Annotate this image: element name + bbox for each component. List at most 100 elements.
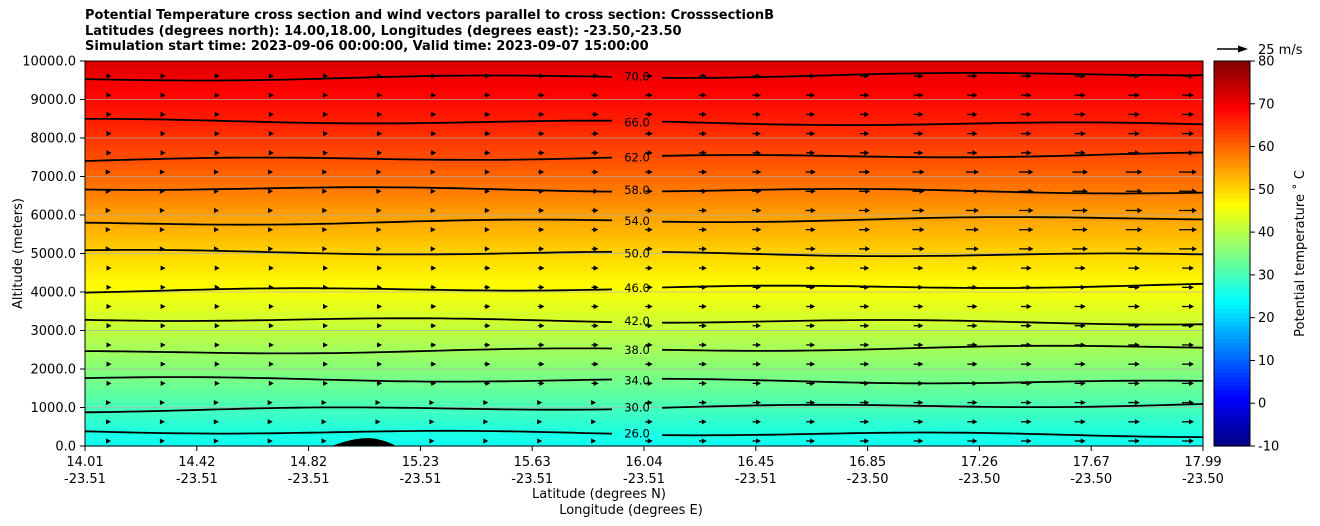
wind-vector: [537, 303, 545, 310]
wind-vector: [752, 399, 761, 406]
wind-vector: [645, 284, 653, 290]
colorbar-band: [1214, 334, 1250, 340]
colorbar-band: [1214, 125, 1250, 131]
wind-vector: [214, 380, 220, 386]
wind-vector: [376, 207, 382, 214]
wind-vector: [430, 323, 437, 329]
y-tick-label: 0.0: [55, 440, 76, 455]
y-tick-label: 1000.0: [31, 401, 77, 416]
x-tick-label-lat: 17.99: [1184, 455, 1221, 470]
field-band: [85, 234, 1203, 242]
wind-vector: [1020, 92, 1032, 98]
colorbar-band: [1214, 215, 1250, 220]
wind-vector: [376, 303, 383, 310]
y-tick-label: 10000.0: [22, 55, 76, 70]
colorbar-band: [1214, 433, 1250, 439]
wind-vector: [537, 361, 545, 367]
wind-vector: [483, 399, 489, 406]
wind-vector: [484, 131, 491, 137]
colorbar-band: [1214, 210, 1250, 216]
colorbar-band: [1214, 69, 1250, 75]
y-tick-label: 2000.0: [31, 363, 77, 378]
wind-vector: [323, 342, 328, 348]
wind-vector: [859, 188, 871, 194]
colorbar-band: [1214, 99, 1250, 105]
wind-vector: [1072, 246, 1088, 252]
colorbar-band: [1214, 292, 1250, 297]
wind-vector: [805, 246, 816, 252]
contour-line: [84, 376, 613, 383]
wind-vector: [591, 246, 599, 252]
wind-vector: [913, 438, 924, 444]
wind-vector: [268, 246, 274, 252]
wind-vector: [484, 92, 491, 98]
wind-vector: [159, 438, 165, 444]
wind-vector: [430, 246, 436, 252]
field-band: [85, 118, 1203, 126]
colorbar: -10 0 10 20 30 40 50 60 70 80 Potential temperatur…: [1213, 55, 1308, 455]
wind-vector: [913, 323, 924, 329]
wind-vector: [698, 399, 707, 406]
wind-vector: [752, 246, 762, 252]
wind-vector: [1074, 111, 1086, 118]
wind-vector: [213, 207, 219, 214]
contour-line: [84, 218, 613, 226]
wind-vector: [752, 131, 761, 137]
wind-vector: [538, 227, 545, 233]
wind-vector: [1179, 169, 1197, 175]
wind-vector: [591, 150, 599, 156]
x-tick-label-lat: 16.04: [625, 455, 662, 470]
wind-vector: [429, 438, 435, 444]
field-band: [85, 93, 1203, 101]
wind-vector: [591, 131, 599, 137]
wind-vector: [859, 207, 871, 214]
wind-vector: [913, 399, 924, 406]
wind-vector: [268, 303, 274, 310]
x-tick-label-lon: -23.51: [64, 472, 106, 487]
wind-vector: [806, 111, 816, 118]
wind-vector: [430, 188, 436, 194]
wind-vector: [537, 92, 545, 98]
wind-vector: [159, 227, 165, 233]
wind-vector: [159, 207, 165, 214]
wind-vector: [912, 207, 925, 214]
wind-vector: [106, 92, 112, 98]
wind-vector: [429, 399, 435, 406]
wind-vector: [859, 169, 871, 175]
field-band: [85, 336, 1203, 344]
wind-vector: [805, 169, 816, 175]
wind-vector: [430, 169, 436, 175]
wind-vector: [213, 399, 219, 406]
wind-vector: [645, 438, 653, 444]
contour-line: [661, 216, 1204, 223]
wind-vector: [645, 188, 653, 194]
wind-vector: [1019, 207, 1034, 214]
wind-vector: [967, 323, 978, 329]
wind-vector: [591, 303, 599, 310]
contour-line: [85, 118, 612, 125]
colorbar-band: [1214, 270, 1250, 276]
wind-vector: [376, 342, 383, 348]
x-tick-label-lat: 17.26: [961, 455, 998, 470]
wind-vector: [214, 111, 220, 118]
colorbar-band: [1214, 283, 1250, 289]
wind-vector: [106, 111, 112, 118]
colorbar-band: [1214, 142, 1250, 148]
wind-vector: [160, 303, 166, 310]
wind-vector: [323, 323, 328, 329]
wind-vector: [1020, 303, 1032, 310]
wind-vector: [430, 342, 437, 348]
wind-vector: [1020, 111, 1032, 118]
wind-vector: [268, 342, 274, 348]
wind-vector: [537, 284, 545, 290]
wind-vector: [1020, 73, 1032, 79]
y-tick-label: 5000.0: [31, 247, 77, 262]
field-band: [85, 292, 1203, 300]
axes: 14.01 -23.51 14.42 -23.51 14.82 -23.51 15.23 -2…: [11, 55, 1224, 519]
wind-vector: [806, 303, 816, 310]
colorbar-band: [1214, 155, 1250, 160]
wind-vector: [106, 438, 111, 444]
colorbar-band: [1214, 129, 1250, 135]
wind-vector: [268, 227, 274, 233]
wind-vector: [268, 92, 274, 98]
